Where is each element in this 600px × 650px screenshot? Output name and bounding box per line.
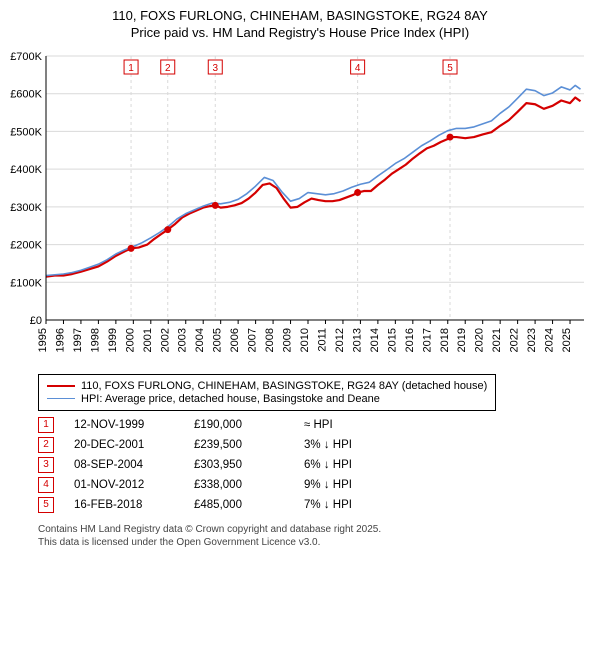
svg-text:1995: 1995 — [37, 328, 49, 352]
sale-row: 3 08-SEP-2004 £303,950 6% ↓ HPI — [38, 457, 592, 473]
svg-text:2006: 2006 — [229, 328, 241, 352]
svg-text:2005: 2005 — [212, 328, 224, 352]
sale-number-box: 1 — [38, 417, 54, 433]
svg-text:4: 4 — [355, 63, 361, 74]
svg-text:1999: 1999 — [107, 328, 119, 352]
sale-row: 2 20-DEC-2001 £239,500 3% ↓ HPI — [38, 437, 592, 453]
svg-text:2023: 2023 — [526, 328, 538, 352]
svg-text:2007: 2007 — [247, 328, 259, 352]
sale-price: £190,000 — [194, 419, 284, 431]
svg-text:2024: 2024 — [544, 328, 556, 352]
svg-text:£200K: £200K — [10, 239, 42, 251]
sale-diff: 3% ↓ HPI — [304, 439, 394, 451]
svg-text:2022: 2022 — [509, 328, 521, 352]
title-line2: Price paid vs. HM Land Registry's House … — [8, 25, 592, 42]
footer-line1: Contains HM Land Registry data © Crown c… — [38, 523, 592, 536]
sale-number-box: 2 — [38, 437, 54, 453]
svg-text:1: 1 — [128, 63, 134, 74]
sale-number-box: 4 — [38, 477, 54, 493]
svg-text:2008: 2008 — [264, 328, 276, 352]
svg-text:2003: 2003 — [177, 328, 189, 352]
sale-date: 12-NOV-1999 — [74, 419, 174, 431]
sale-date: 20-DEC-2001 — [74, 439, 174, 451]
svg-text:2017: 2017 — [421, 328, 433, 352]
title-line1: 110, FOXS FURLONG, CHINEHAM, BASINGSTOKE… — [8, 8, 592, 25]
svg-text:£0: £0 — [30, 315, 42, 327]
sale-row: 5 16-FEB-2018 £485,000 7% ↓ HPI — [38, 497, 592, 513]
svg-text:2009: 2009 — [282, 328, 294, 352]
sale-number-box: 5 — [38, 497, 54, 513]
sale-date: 08-SEP-2004 — [74, 459, 174, 471]
svg-text:2011: 2011 — [316, 328, 328, 352]
price-chart: £0 £100K £200K £300K £400K £500K £600K £700K 199… — [8, 46, 592, 366]
sale-date: 01-NOV-2012 — [74, 479, 174, 491]
chart-title: 110, FOXS FURLONG, CHINEHAM, BASINGSTOKE… — [8, 8, 592, 42]
chart-container: £0 £100K £200K £300K £400K £500K £600K £700K 199… — [8, 46, 592, 366]
legend-label: 110, FOXS FURLONG, CHINEHAM, BASINGSTOKE… — [81, 380, 487, 392]
sale-diff: 6% ↓ HPI — [304, 459, 394, 471]
sale-diff: 7% ↓ HPI — [304, 499, 394, 511]
svg-text:2002: 2002 — [159, 328, 171, 352]
svg-text:2015: 2015 — [386, 328, 398, 352]
legend-swatch — [47, 385, 75, 387]
svg-text:2019: 2019 — [456, 328, 468, 352]
svg-text:5: 5 — [447, 63, 453, 74]
svg-text:2025: 2025 — [561, 328, 573, 352]
legend-label: HPI: Average price, detached house, Basi… — [81, 393, 380, 405]
sale-row: 4 01-NOV-2012 £338,000 9% ↓ HPI — [38, 477, 592, 493]
sale-row: 1 12-NOV-1999 £190,000 ≈ HPI — [38, 417, 592, 433]
legend-swatch — [47, 398, 75, 399]
svg-text:2020: 2020 — [474, 328, 486, 352]
svg-text:£300K: £300K — [10, 202, 42, 214]
sale-number-box: 3 — [38, 457, 54, 473]
footer-attribution: Contains HM Land Registry data © Crown c… — [38, 523, 592, 549]
svg-text:2016: 2016 — [404, 328, 416, 352]
svg-text:1996: 1996 — [54, 328, 66, 352]
svg-text:2021: 2021 — [491, 328, 503, 352]
legend-row: HPI: Average price, detached house, Basi… — [47, 393, 487, 405]
sale-price: £338,000 — [194, 479, 284, 491]
sale-price: £485,000 — [194, 499, 284, 511]
footer-line2: This data is licensed under the Open Gov… — [38, 536, 592, 549]
svg-text:£100K: £100K — [10, 277, 42, 289]
svg-text:£700K: £700K — [10, 51, 42, 63]
svg-text:2: 2 — [165, 63, 171, 74]
svg-text:1997: 1997 — [72, 328, 84, 352]
sale-price: £239,500 — [194, 439, 284, 451]
sale-diff: ≈ HPI — [304, 419, 394, 431]
legend: 110, FOXS FURLONG, CHINEHAM, BASINGSTOKE… — [38, 374, 496, 411]
svg-text:2014: 2014 — [369, 328, 381, 352]
svg-text:£500K: £500K — [10, 126, 42, 138]
svg-text:2010: 2010 — [299, 328, 311, 352]
svg-text:1998: 1998 — [89, 328, 101, 352]
svg-text:2004: 2004 — [194, 328, 206, 352]
svg-text:2001: 2001 — [142, 328, 154, 352]
svg-text:2000: 2000 — [124, 328, 136, 352]
sale-price: £303,950 — [194, 459, 284, 471]
legend-row: 110, FOXS FURLONG, CHINEHAM, BASINGSTOKE… — [47, 380, 487, 392]
svg-text:£400K: £400K — [10, 164, 42, 176]
sale-diff: 9% ↓ HPI — [304, 479, 394, 491]
svg-text:3: 3 — [212, 63, 218, 74]
sales-table: 1 12-NOV-1999 £190,000 ≈ HPI 2 20-DEC-2001 £23… — [38, 417, 592, 513]
svg-text:£600K: £600K — [10, 88, 42, 100]
svg-text:2013: 2013 — [351, 328, 363, 352]
svg-text:2012: 2012 — [334, 328, 346, 352]
svg-text:2018: 2018 — [439, 328, 451, 352]
sale-date: 16-FEB-2018 — [74, 499, 174, 511]
